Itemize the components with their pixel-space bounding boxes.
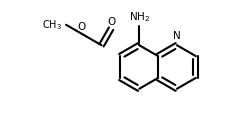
Text: NH$_2$: NH$_2$ <box>129 10 150 24</box>
Text: N: N <box>173 31 181 41</box>
Text: O: O <box>77 22 86 32</box>
Text: CH$_3$: CH$_3$ <box>42 18 62 32</box>
Text: O: O <box>107 17 115 27</box>
